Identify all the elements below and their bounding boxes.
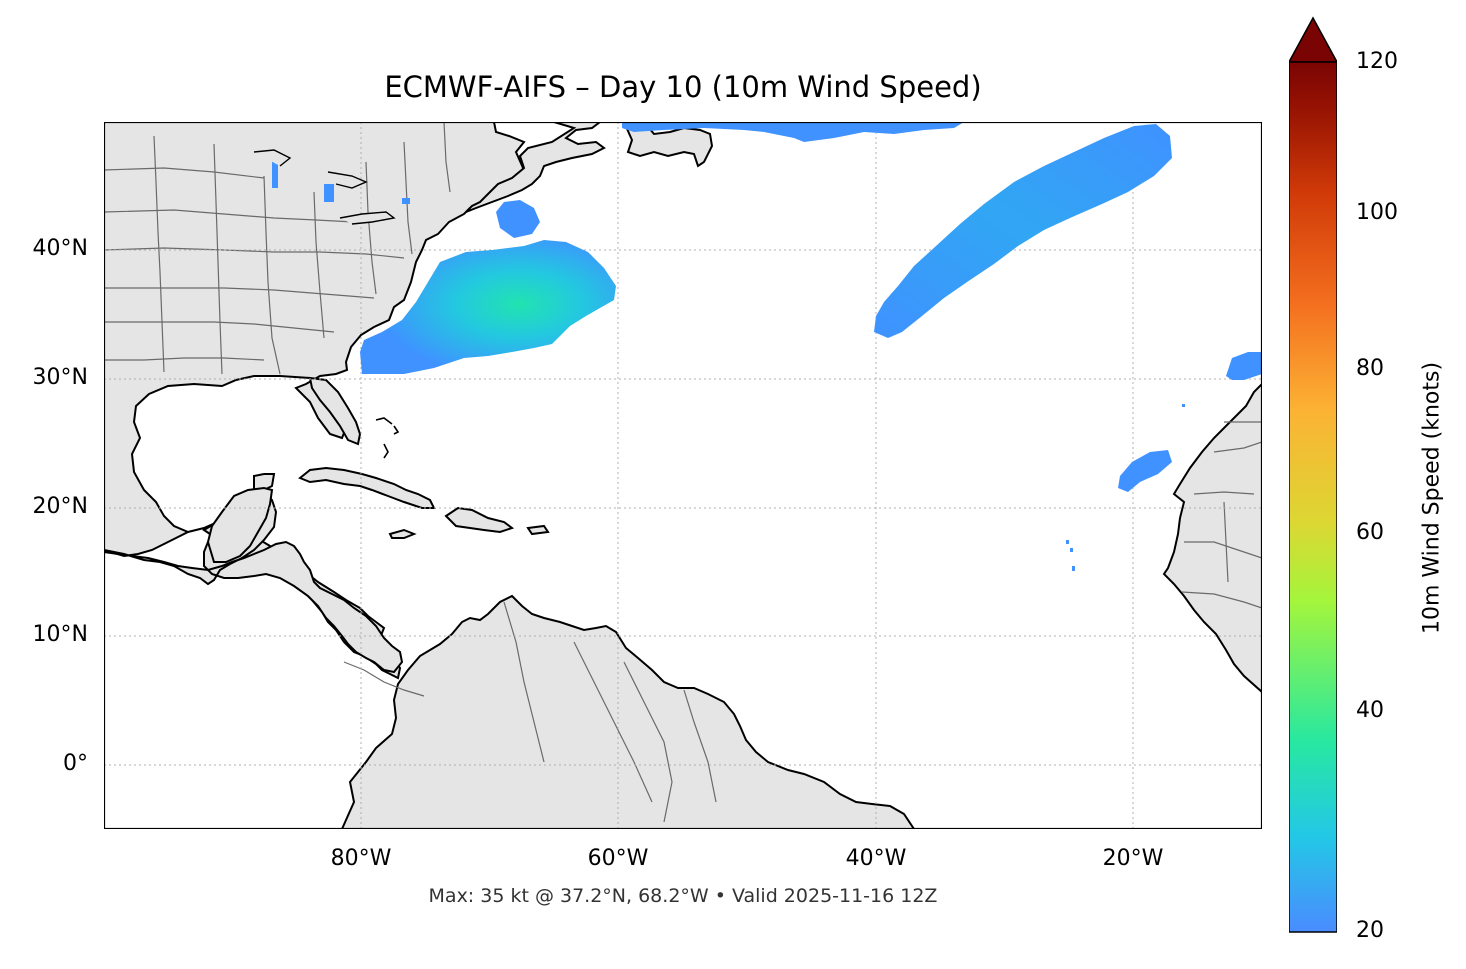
max-valid-footer: Max: 35 kt @ 37.2°N, 68.2°W • Valid 2025…	[428, 885, 938, 907]
wind-area-us-east-coast	[360, 240, 616, 374]
colorbar-extend-arrow	[1289, 16, 1337, 63]
colorbar-tick-100: 100	[1356, 200, 1398, 225]
lon-label-60w: 60°W	[587, 846, 649, 871]
wind-area-east-atlantic-patch	[1226, 352, 1262, 380]
newfoundland-land	[622, 122, 714, 168]
colorbar-tick-120: 120	[1356, 49, 1398, 74]
map-title: ECMWF-AIFS – Day 10 (10m Wind Speed)	[384, 70, 982, 104]
colorbar-tick-40: 40	[1356, 698, 1384, 723]
gridlines	[104, 122, 1262, 829]
africa-land	[1162, 382, 1262, 694]
wind-area-central-atlantic-band	[874, 124, 1172, 338]
wind-speed-field	[272, 122, 1262, 571]
colorbar-gradient	[1289, 61, 1337, 933]
lat-label-10n: 10°N	[32, 622, 88, 647]
colorbar-tick-80: 80	[1356, 356, 1384, 381]
great-lakes	[253, 149, 396, 225]
colorbar-tick-60: 60	[1356, 520, 1384, 545]
florida-land	[308, 376, 362, 446]
lat-label-equator: 0°	[63, 751, 88, 776]
wind-area-subtropical-patch	[1118, 450, 1172, 492]
colorbar-label: 10m Wind Speed (knots)	[1419, 361, 1445, 635]
lon-label-80w: 80°W	[330, 846, 392, 871]
lon-label-20w: 20°W	[1102, 846, 1164, 871]
lat-label-40n: 40°N	[32, 236, 88, 261]
lon-label-40w: 40°W	[845, 846, 907, 871]
canada-land	[465, 122, 606, 213]
cuba-land	[298, 466, 436, 509]
political-borders	[104, 122, 1262, 823]
map-panel	[104, 122, 1262, 829]
wind-area-northern-strip	[622, 122, 964, 142]
south-america-land	[340, 594, 916, 829]
colorbar-tick-20: 20	[1356, 918, 1384, 943]
lat-label-30n: 30°N	[32, 365, 88, 390]
colorbar	[1289, 16, 1337, 933]
wind-area-northwest-atlantic	[496, 200, 540, 238]
lat-label-20n: 20°N	[32, 494, 88, 519]
